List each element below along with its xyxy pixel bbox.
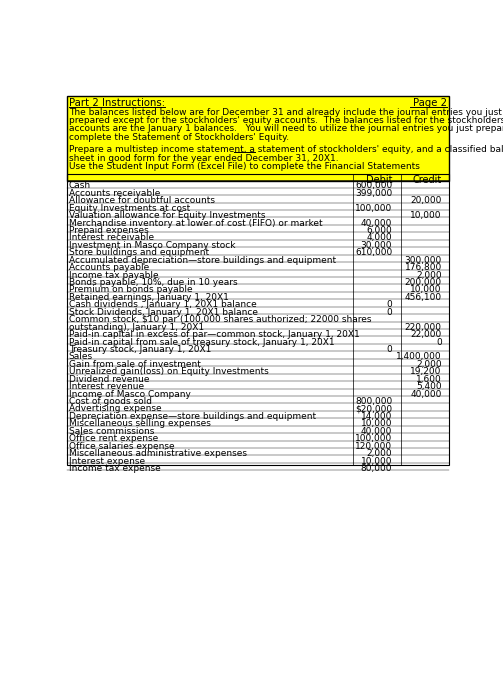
Text: Bonds payable, 10%, due in 10 years: Bonds payable, 10%, due in 10 years (69, 278, 237, 287)
Text: 40,000: 40,000 (410, 390, 442, 398)
Text: 10,000: 10,000 (361, 456, 392, 466)
Text: Depreciation expense—store buildings and equipment: Depreciation expense—store buildings and… (69, 412, 316, 421)
Text: Cash: Cash (69, 181, 91, 190)
Text: 120,000: 120,000 (355, 442, 392, 451)
Text: Credit: Credit (412, 175, 442, 185)
Text: 19,200: 19,200 (410, 368, 442, 377)
Text: Interest revenue: Interest revenue (69, 382, 144, 391)
Text: Interest receivable: Interest receivable (69, 233, 154, 242)
Text: Paid-in capital in excess of par—common stock, January 1, 20X1: Paid-in capital in excess of par—common … (69, 330, 360, 339)
Text: 300,000: 300,000 (404, 256, 442, 265)
Text: 6,000: 6,000 (367, 226, 392, 235)
Text: Miscellaneous selling expenses: Miscellaneous selling expenses (69, 419, 211, 428)
Text: 220,000: 220,000 (405, 323, 442, 332)
Text: 2,000: 2,000 (367, 449, 392, 458)
Text: Retained earnings, January 1, 20X1: Retained earnings, January 1, 20X1 (69, 293, 228, 302)
Text: 0: 0 (386, 345, 392, 354)
Text: Interest expense: Interest expense (69, 456, 145, 466)
Text: 5,400: 5,400 (416, 382, 442, 391)
Text: 14,000: 14,000 (361, 412, 392, 421)
Text: 0: 0 (436, 337, 442, 346)
Text: 800,000: 800,000 (355, 397, 392, 406)
Text: 0: 0 (386, 308, 392, 317)
Text: Premium on bonds payable: Premium on bonds payable (69, 286, 192, 295)
Text: 100,000: 100,000 (355, 434, 392, 443)
Text: 30,000: 30,000 (361, 241, 392, 250)
Text: 600,000: 600,000 (355, 181, 392, 190)
Text: 20,000: 20,000 (410, 196, 442, 205)
Text: Common stock, $10 par (100,000 shares authorized; 22000 shares: Common stock, $10 par (100,000 shares au… (69, 315, 371, 324)
Text: accounts are the January 1 balances.   You will need to utilize the journal entr: accounts are the January 1 balances. You… (69, 125, 503, 134)
Text: 4,000: 4,000 (367, 233, 392, 242)
Text: Investment in Masco Company stock: Investment in Masco Company stock (69, 241, 235, 250)
Text: Cost of goods sold: Cost of goods sold (69, 397, 152, 406)
Text: 22,000: 22,000 (410, 330, 442, 339)
Text: 100,000: 100,000 (355, 204, 392, 213)
Text: Paid-in capital from sale of treasury stock, January 1, 20X1: Paid-in capital from sale of treasury st… (69, 337, 334, 346)
Text: Sales: Sales (69, 352, 93, 361)
Text: 0: 0 (386, 300, 392, 309)
Text: Valuation allowance for Equity Investments: Valuation allowance for Equity Investmen… (69, 211, 265, 220)
Text: Dividend revenue: Dividend revenue (69, 374, 149, 384)
Text: Advertising expense: Advertising expense (69, 405, 161, 414)
Text: Store buildings and equipment: Store buildings and equipment (69, 248, 209, 258)
Text: Part 2 Instructions:: Part 2 Instructions: (69, 98, 164, 108)
Text: Office salaries expense: Office salaries expense (69, 442, 175, 451)
Text: Debit: Debit (366, 175, 392, 185)
Text: Unrealized gain(loss) on Equity Investments: Unrealized gain(loss) on Equity Investme… (69, 368, 269, 377)
Text: Merchandise inventory at lower of cost (FIFO) or market: Merchandise inventory at lower of cost (… (69, 218, 322, 228)
Text: prepared except for the stockholders' equity accounts.  The balances listed for : prepared except for the stockholders' eq… (69, 116, 503, 125)
Text: 40,000: 40,000 (361, 218, 392, 228)
Text: Miscellaneous administrative expenses: Miscellaneous administrative expenses (69, 449, 247, 458)
Text: 1,600: 1,600 (416, 374, 442, 384)
Text: Accumulated depreciation—store buildings and equipment: Accumulated depreciation—store buildings… (69, 256, 336, 265)
Text: 1,400,000: 1,400,000 (396, 352, 442, 361)
Text: 200,000: 200,000 (404, 278, 442, 287)
Text: 10,000: 10,000 (361, 419, 392, 428)
Text: Page 2: Page 2 (413, 98, 447, 108)
Text: Treasury stock, January 1, 20X1: Treasury stock, January 1, 20X1 (69, 345, 211, 354)
Text: Sales commissions: Sales commissions (69, 427, 154, 436)
Text: Stock Dividends, January 1, 20X1 balance: Stock Dividends, January 1, 20X1 balance (69, 308, 258, 317)
Text: outstanding), January 1, 20X1: outstanding), January 1, 20X1 (69, 323, 204, 332)
Text: Income tax payable: Income tax payable (69, 271, 158, 279)
Text: 2,000: 2,000 (416, 360, 442, 369)
Text: Equity Investments at cost: Equity Investments at cost (69, 204, 190, 213)
Text: complete the Statement of Stockholders' Equity.: complete the Statement of Stockholders' … (69, 133, 289, 142)
Text: 399,000: 399,000 (355, 189, 392, 198)
Text: Use the Student Input Form (Excel File) to complete the Financial Statements: Use the Student Input Form (Excel File) … (69, 162, 420, 171)
Text: The balances listed below are for December 31 and already include the journal en: The balances listed below are for Decemb… (69, 108, 501, 117)
Text: Office rent expense: Office rent expense (69, 434, 158, 443)
Text: $20,000: $20,000 (355, 405, 392, 414)
Text: Income of Masco Company: Income of Masco Company (69, 390, 191, 398)
Text: 610,000: 610,000 (355, 248, 392, 258)
Text: 40,000: 40,000 (361, 427, 392, 436)
Text: 80,000: 80,000 (361, 464, 392, 473)
Text: Income tax expense: Income tax expense (69, 464, 160, 473)
Text: sheet in good form for the year ended December 31, 20X1.: sheet in good form for the year ended De… (69, 154, 339, 162)
Text: 176,800: 176,800 (404, 263, 442, 272)
Text: Prepare a multistep income statement, a statement of stockholders' equity, and a: Prepare a multistep income statement, a … (69, 146, 503, 154)
Text: Accounts receivable: Accounts receivable (69, 189, 160, 198)
Text: Accounts payable: Accounts payable (69, 263, 149, 272)
FancyBboxPatch shape (67, 96, 449, 181)
Bar (67, 174, 449, 465)
Text: Cash dividends , January 1, 20X1 balance: Cash dividends , January 1, 20X1 balance (69, 300, 257, 309)
Text: 10,000: 10,000 (410, 211, 442, 220)
Text: 456,100: 456,100 (404, 293, 442, 302)
Text: 10,000: 10,000 (410, 286, 442, 295)
Text: Gain from sale of investment: Gain from sale of investment (69, 360, 201, 369)
Text: Allowance for doubtful accounts: Allowance for doubtful accounts (69, 196, 215, 205)
Text: 2,000: 2,000 (416, 271, 442, 279)
Text: Prepaid expenses: Prepaid expenses (69, 226, 148, 235)
